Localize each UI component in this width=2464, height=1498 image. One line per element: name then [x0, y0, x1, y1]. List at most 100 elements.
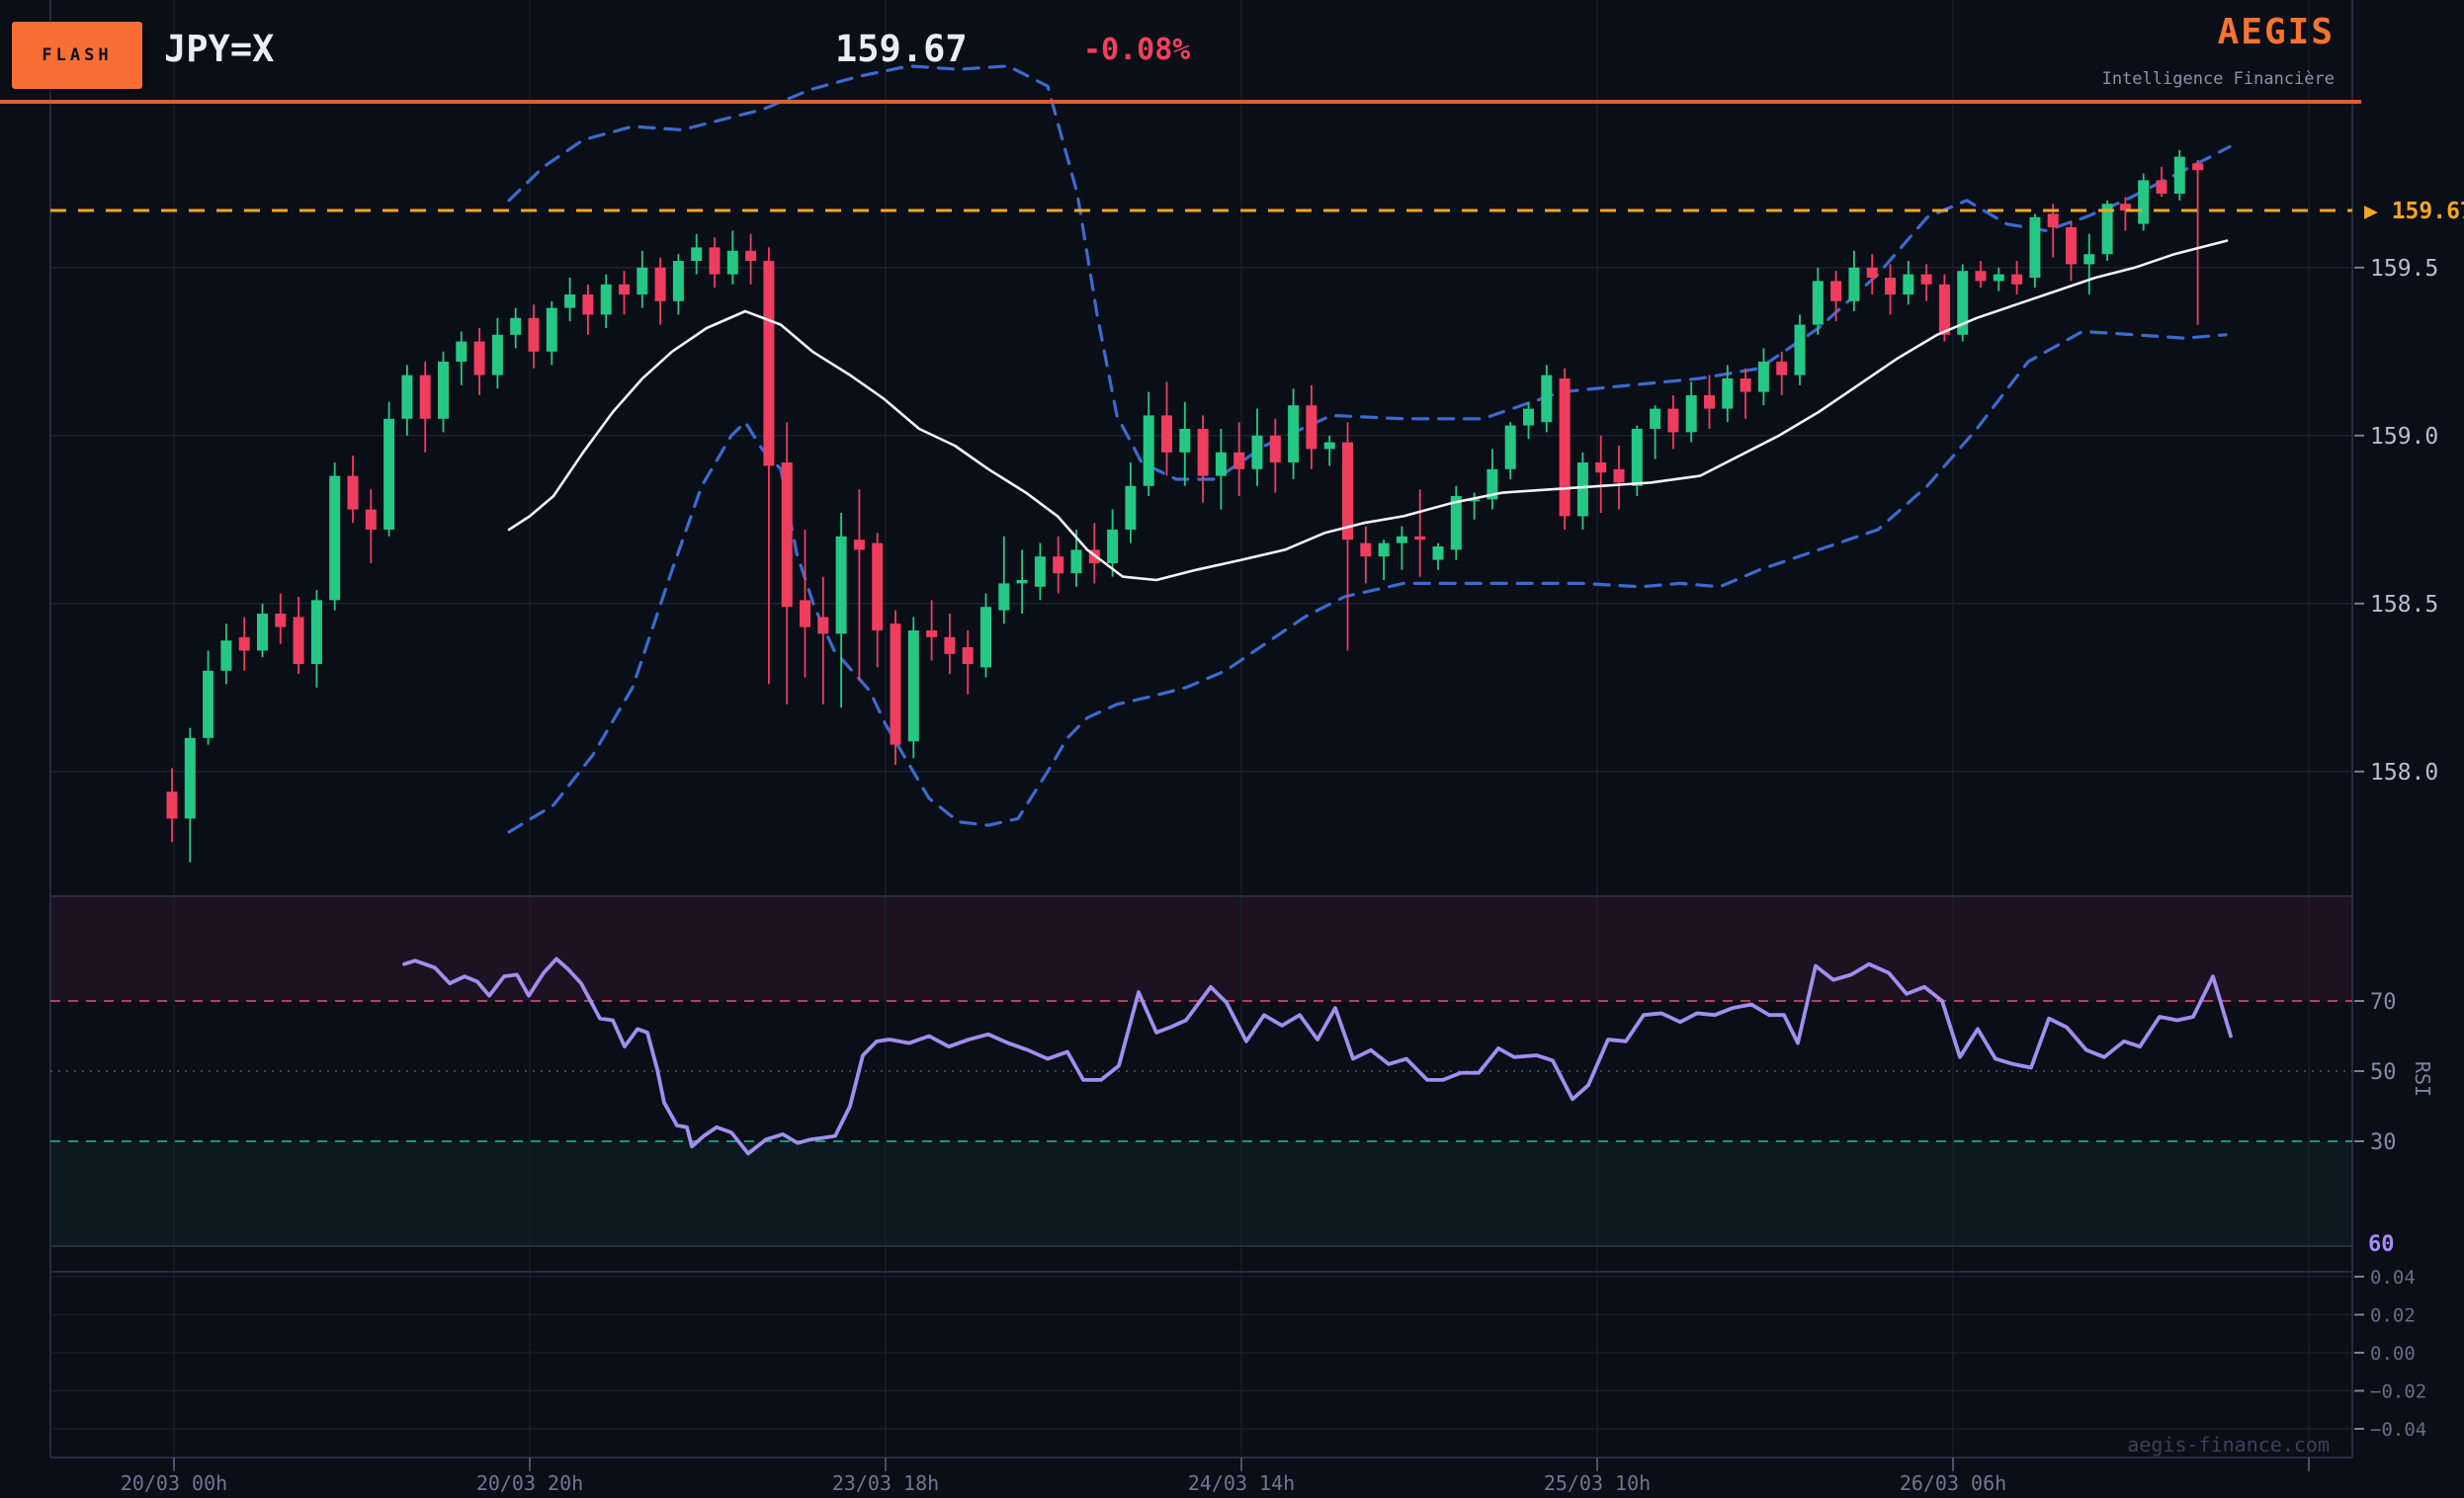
candle-body-up [1469, 499, 1481, 502]
candle-body-up [1070, 549, 1082, 574]
candle-body-up [546, 307, 557, 352]
candle-body-up [726, 250, 738, 275]
candle-body-down [1342, 442, 1353, 541]
candle-body-down [1233, 452, 1245, 469]
candle-body-up [456, 341, 467, 362]
candle-body-up [257, 614, 268, 651]
candle-body-up [2101, 204, 2113, 255]
candle-body-up [1016, 580, 1028, 584]
candle-body-up [1450, 496, 1462, 550]
candle-body-up [1957, 271, 1969, 335]
candle-body-up [1432, 546, 1444, 560]
time-axis-label: 20/03 00h [121, 1471, 227, 1495]
candle-body-up [1143, 415, 1154, 486]
candle-body-up [1125, 485, 1137, 530]
time-axis-label: 23/03 18h [832, 1471, 939, 1495]
candle-body-down [962, 647, 974, 664]
candle-body-up [1251, 435, 1263, 469]
candle-body-up [1288, 405, 1300, 462]
candle-body-down [1360, 542, 1372, 557]
candle-body-up [438, 362, 449, 419]
candle-body-down [1269, 435, 1281, 462]
time-axis-label: 20/03 20h [476, 1471, 583, 1495]
candle-body-up [1215, 452, 1227, 476]
candle-body-up [329, 475, 341, 601]
candle-body-up [184, 737, 196, 819]
candle-body-up [564, 294, 576, 308]
candle-body-down [1704, 395, 1715, 409]
candle-body-down [926, 630, 938, 637]
time-axis-label: 25/03 10h [1544, 1471, 1651, 1495]
candle-body-up [2029, 216, 2041, 278]
candle-body-down [763, 261, 775, 466]
candle-body-down [419, 374, 431, 419]
candle-body-up [383, 418, 395, 530]
candle-body-down [2011, 274, 2023, 285]
candle-body-up [310, 600, 322, 664]
moving-average-line [507, 239, 2229, 582]
candle-body-up [1523, 408, 1534, 426]
candle-body-up [672, 261, 684, 301]
candle-body-down [1053, 556, 1064, 574]
brand-subtitle: Intelligence Financière [2101, 69, 2335, 89]
candle-body-down [1975, 271, 1987, 282]
candle-body-down [1306, 405, 1317, 450]
rsi-axis-label: 70 [2370, 990, 2397, 1015]
candle-body-up [637, 267, 648, 294]
candle-body-down [1830, 281, 1842, 301]
candle-body-up [1794, 324, 1806, 375]
candle-body-up [401, 374, 413, 419]
indicator-axis-label: 0.00 [2370, 1343, 2416, 1365]
candle-body-up [1378, 542, 1390, 557]
candle-body-up [907, 630, 919, 742]
candle-body-up [2173, 156, 2185, 194]
candle-body-down [944, 636, 956, 654]
candle-body-down [582, 294, 594, 315]
current-price-tag: ▶ 159.67 [2364, 199, 2464, 224]
candle-body-up [203, 670, 214, 738]
candle-body-down [890, 624, 901, 745]
candle-body-down [872, 542, 884, 630]
candle-body-up [1541, 374, 1553, 423]
candle-body-up [1179, 429, 1191, 453]
candle-body-up [2083, 254, 2095, 265]
candle-body-up [491, 334, 503, 375]
price-axis-label: 158.0 [2370, 760, 2438, 786]
indicator-axis-label: −0.02 [2370, 1381, 2426, 1403]
candle-body-down [238, 636, 250, 651]
candle-body-down [528, 317, 540, 352]
rsi-line [402, 957, 2233, 1156]
candle-body-up [1685, 395, 1697, 433]
candle-body-up [600, 284, 612, 315]
flash-badge-label: FLASH [42, 45, 113, 65]
change-percent: -0.08% [1083, 33, 1191, 67]
candle-body-down [2119, 204, 2131, 210]
candle-body-down [293, 617, 304, 664]
candle-body-up [691, 247, 703, 261]
candle-body-down [1866, 267, 1878, 278]
candle-body-up [1107, 530, 1119, 563]
candle-body-down [817, 617, 829, 634]
indicator-axis-label: −0.04 [2370, 1419, 2426, 1441]
bollinger-lower-band [507, 329, 2228, 834]
rsi-oversold-zone [50, 1141, 2352, 1246]
bollinger-upper-band [507, 64, 2232, 481]
candle-body-down [709, 247, 721, 275]
candle-body-down [1776, 362, 1788, 375]
candle-body-up [1576, 462, 1588, 517]
price-axis-label: 158.5 [2370, 592, 2438, 618]
candle-body-down [654, 267, 666, 301]
candle-body-up [1631, 429, 1643, 486]
candle-body-up [998, 583, 1010, 611]
candle-body-up [1504, 425, 1516, 469]
candle-body-down [619, 284, 630, 294]
watermark: aegis-finance.com [2127, 1433, 2330, 1456]
symbol-title: JPY=X [164, 28, 275, 70]
candle-body-up [1650, 408, 1661, 429]
time-axis-label: 26/03 06h [1900, 1471, 2006, 1495]
brand-logo: AEGIS [2217, 12, 2335, 52]
candle-body-up [980, 607, 991, 668]
rsi-panel-title: RSI [2411, 1061, 2434, 1097]
